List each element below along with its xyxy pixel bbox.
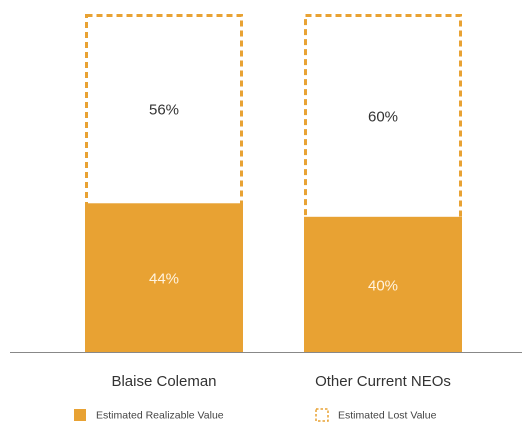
bars-group: 56% 44% 60% 40% xyxy=(85,14,462,352)
legend-label-lost: Estimated Lost Value xyxy=(338,409,437,421)
category-labels-group: Blaise Coleman Other Current NEOs xyxy=(111,373,450,390)
legend-label-realizable: Estimated Realizable Value xyxy=(96,409,224,421)
realizable-value-bar xyxy=(304,216,462,352)
realizable-value-label: 44% xyxy=(149,271,179,288)
realizable-value-label: 40% xyxy=(368,277,398,294)
realizable-value-bar xyxy=(85,203,243,352)
legend-swatch-realizable xyxy=(74,409,86,421)
lost-value-label: 56% xyxy=(149,102,179,119)
category-label: Blaise Coleman xyxy=(111,373,216,390)
category-label: Other Current NEOs xyxy=(315,373,451,390)
legend-swatch-lost xyxy=(315,408,329,422)
lost-value-label: 60% xyxy=(368,108,398,125)
legend: Estimated Realizable Value Estimated Lost… xyxy=(74,408,437,422)
